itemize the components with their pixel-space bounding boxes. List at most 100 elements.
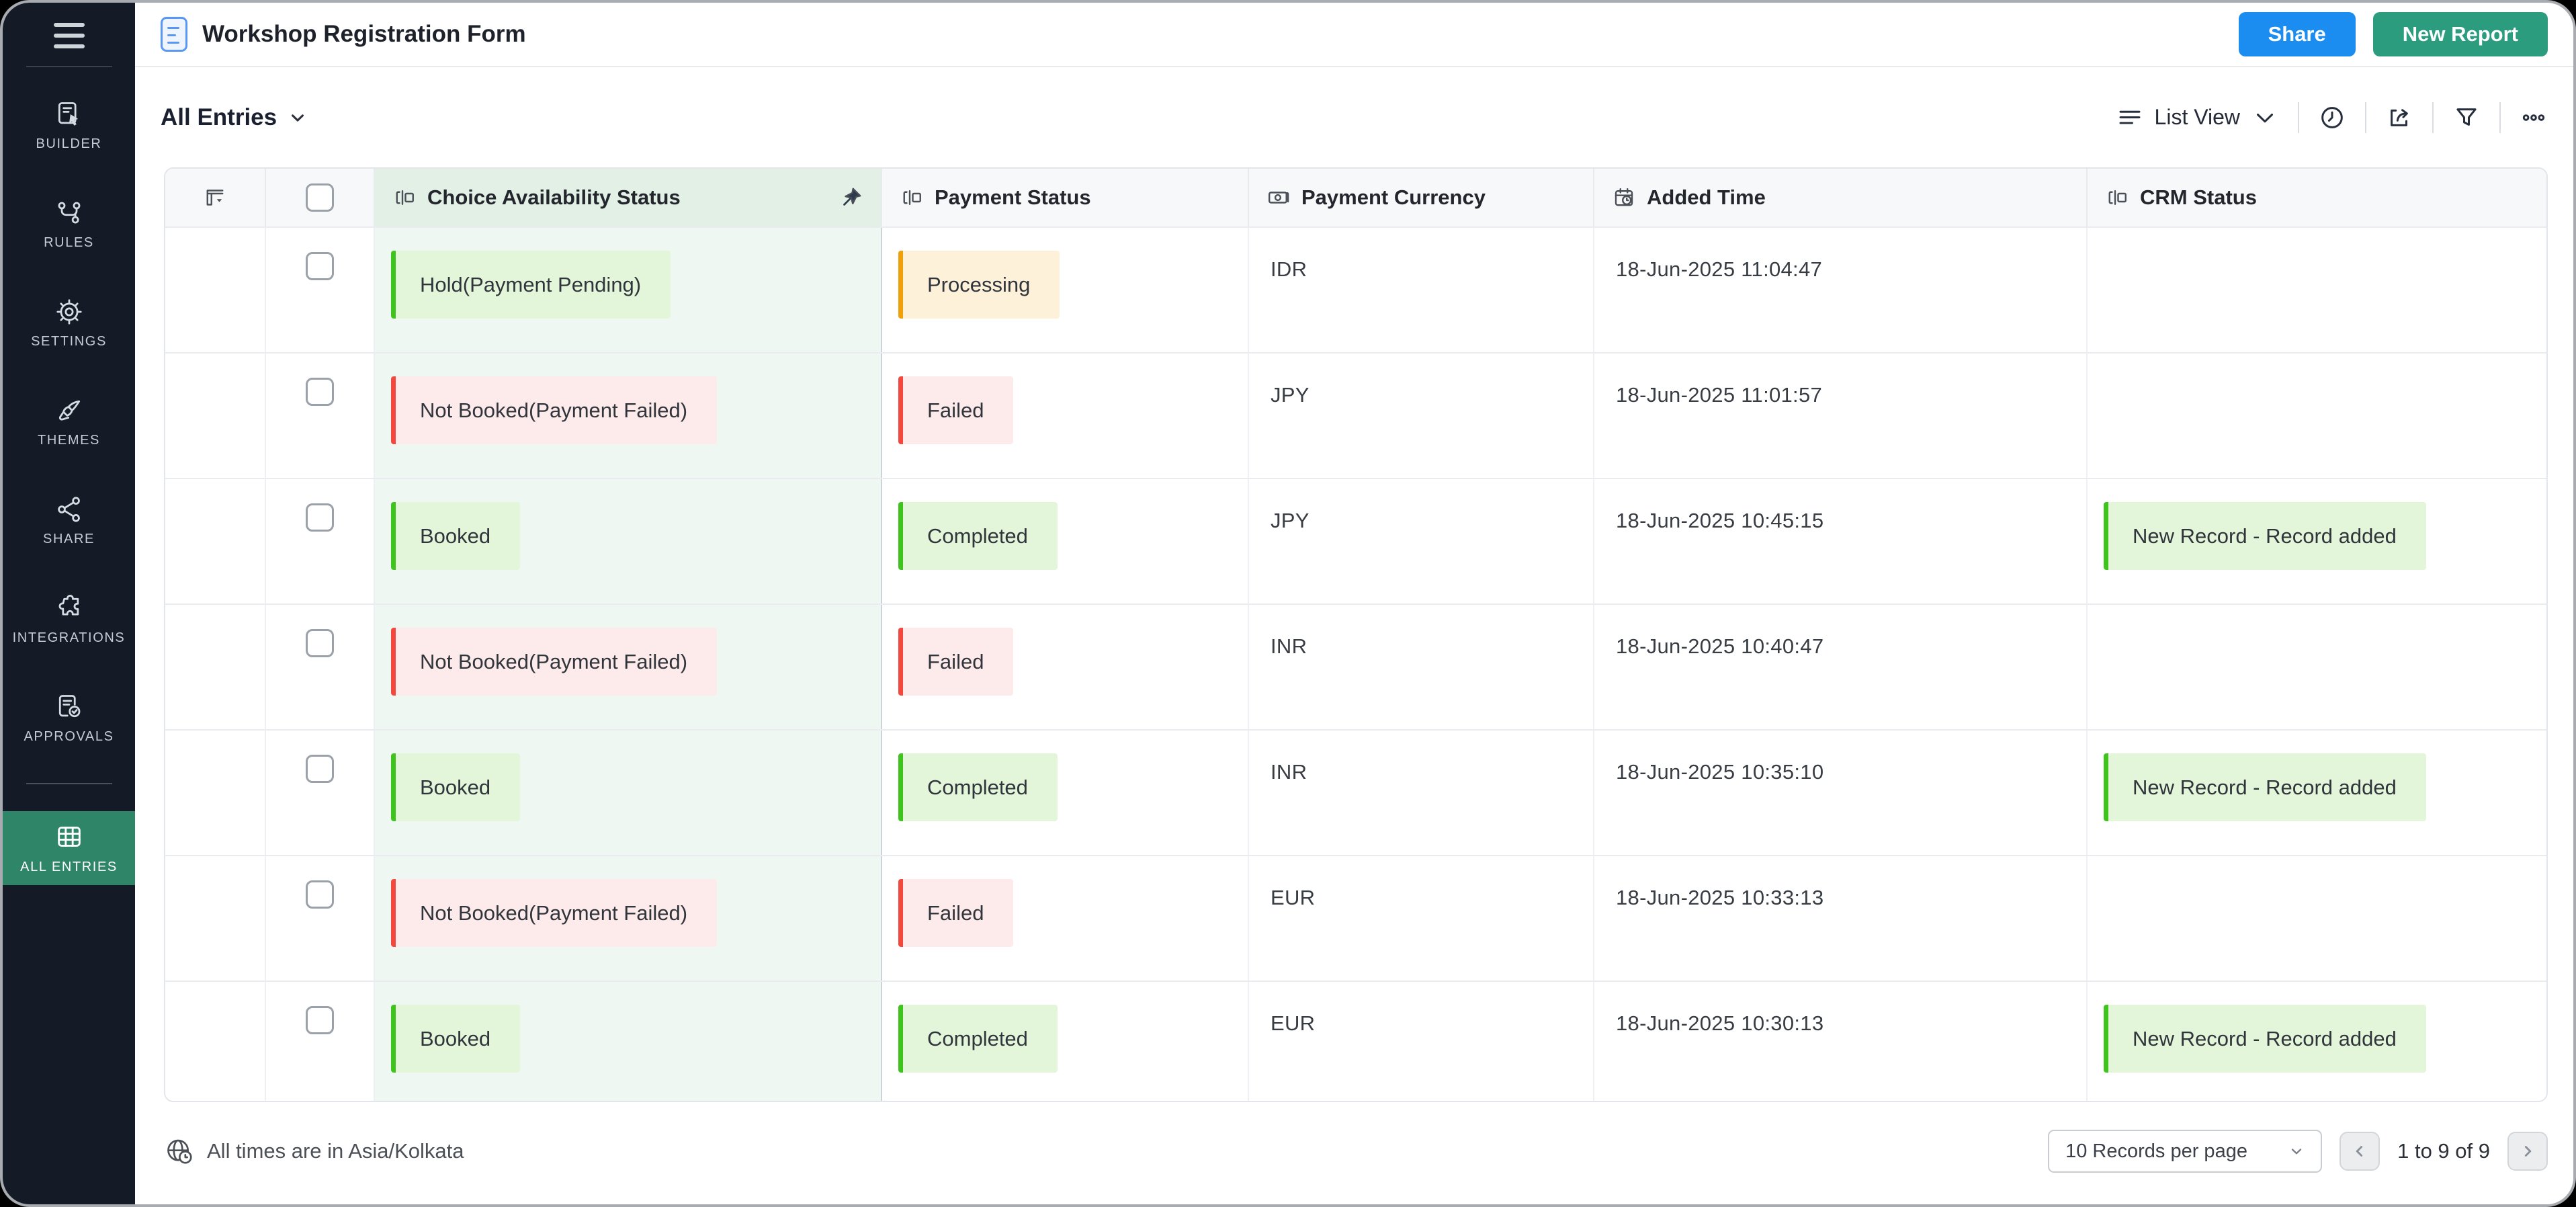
select-all-header[interactable] [266,169,375,226]
payment-status-cell: Completed [882,982,1249,1101]
expand-records-header[interactable] [165,169,266,226]
table-row[interactable]: Booked Completed EUR 18-Jun-2025 10:30:13 Ne… [165,981,2546,1101]
status-badge: Completed [898,1005,1058,1073]
hamburger-menu-icon[interactable] [53,23,85,48]
row-checkbox[interactable] [306,880,334,909]
status-badge: Booked [391,753,521,821]
filter-icon[interactable] [2452,103,2481,132]
added-time-value: 18-Jun-2025 11:04:47 [1616,257,1823,281]
row-checkbox[interactable] [306,252,334,280]
chevron-down-icon [292,114,304,122]
viewbar: All Entries List View [135,67,2573,167]
payment-currency-cell: EUR [1249,982,1594,1101]
status-badge: Failed [898,628,1014,696]
crm-status-cell [2088,228,2546,352]
column-header-label: Payment Currency [1301,185,1486,209]
payment-currency-cell: INR [1249,731,1594,855]
checkbox-cell [266,605,375,729]
payment-currency-cell: INR [1249,605,1594,729]
payment-currency-value: EUR [1271,1011,1316,1035]
view-tools: List View [2116,101,2548,133]
datetime-field-icon [1615,188,1633,206]
table-row[interactable]: Booked Completed INR 18-Jun-2025 10:35:10 Ne… [165,729,2546,855]
row-checkbox[interactable] [306,755,334,783]
sidebar-item-label: SHARE [43,532,95,546]
next-page-button[interactable] [2507,1132,2548,1171]
entries-table: Choice Availability Status Payment Statu… [164,167,2548,1102]
column-header-payment-status[interactable]: Payment Status [882,169,1249,226]
sidebar-item-rules[interactable]: RULES [3,198,135,251]
table-row[interactable]: Not Booked(Payment Failed) Failed JPY 18-Ju… [165,352,2546,478]
chevron-left-icon [2356,1146,2363,1157]
sidebar-item-builder[interactable]: BUILDER [3,99,135,152]
table-row[interactable]: Not Booked(Payment Failed) Failed EUR 18-Ju… [165,855,2546,981]
added-time-cell: 18-Jun-2025 11:01:57 [1594,353,2088,478]
builder-icon [58,102,78,126]
checkbox-cell [266,479,375,604]
select-all-checkbox[interactable] [306,183,334,212]
sidebar-item-all-entries[interactable]: ALL ENTRIES [3,811,135,885]
topbar: Workshop Registration Form Share New Rep… [135,3,2573,67]
more-options-icon[interactable] [2520,103,2548,132]
entries-dropdown[interactable]: All Entries [161,104,308,131]
sidebar-item-share[interactable]: SHARE [3,495,135,547]
sidebar-item-settings[interactable]: SETTINGS [3,297,135,349]
share-button[interactable]: Share [2238,12,2356,56]
column-header-crm-status[interactable]: CRM Status [2088,169,2546,226]
row-checkbox[interactable] [306,503,334,532]
status-badge: Not Booked(Payment Failed) [391,879,718,947]
sidebar-item-label: SETTINGS [31,334,107,349]
pin-icon[interactable] [839,185,863,210]
column-header-choice-availability-status[interactable]: Choice Availability Status [375,169,882,226]
expand-cell [165,982,266,1101]
row-checkbox[interactable] [306,1006,334,1034]
sidebar-nav: BUILDER RULES SETTINGS THEMES SHARE INTE… [3,99,135,791]
integrations-puzzle-icon [58,595,79,616]
view-mode-dropdown[interactable]: List View [2116,103,2279,132]
added-time-value: 18-Jun-2025 11:01:57 [1616,383,1823,407]
choice-availability-cell: Not Booked(Payment Failed) [375,856,882,981]
expand-cell [165,228,266,352]
expand-records-icon [206,190,224,206]
sidebar-item-themes[interactable]: THEMES [3,396,135,448]
sidebar-item-label: ALL ENTRIES [20,860,118,874]
sidebar-divider [26,783,112,784]
row-checkbox[interactable] [306,629,334,657]
column-header-added-time[interactable]: Added Time [1594,169,2088,226]
status-badge: Completed [898,753,1058,821]
table-row[interactable]: Booked Completed JPY 18-Jun-2025 10:45:15 Ne… [165,478,2546,604]
timezone-note: All times are in Asia/Kolkata [164,1136,464,1167]
crm-status-cell: New Record - Record added [2088,731,2546,855]
toolbar-separator [2499,101,2501,133]
payment-currency-cell: IDR [1249,228,1594,352]
timezone-note-label: All times are in Asia/Kolkata [207,1139,464,1163]
payment-status-cell: Processing [882,228,1249,352]
toolbar-separator [2432,101,2434,133]
sidebar-item-approvals[interactable]: APPROVALS [3,692,135,745]
records-per-page-select[interactable]: 10 Records per page [2048,1130,2323,1173]
checkbox-cell [266,856,375,981]
history-clock-icon[interactable] [2318,103,2346,132]
sidebar-item-label: APPROVALS [24,729,114,744]
table-row[interactable]: Hold(Payment Pending) Processing IDR 18-Jun… [165,226,2546,352]
expand-cell [165,731,266,855]
new-report-button[interactable]: New Report [2372,12,2548,56]
records-per-page-label: 10 Records per page [2065,1140,2247,1162]
column-header-payment-currency[interactable]: Payment Currency [1249,169,1594,226]
list-view-icon [2119,110,2141,124]
added-time-cell: 18-Jun-2025 10:40:47 [1594,605,2088,729]
column-header-label: Payment Status [935,185,1091,209]
export-icon[interactable] [2385,103,2413,132]
added-time-cell: 18-Jun-2025 10:30:13 [1594,982,2088,1101]
globe-clock-icon [167,1139,192,1164]
chevron-down-icon [2257,113,2273,122]
table-header-row: Choice Availability Status Payment Statu… [165,169,2546,226]
crm-status-cell: New Record - Record added [2088,982,2546,1101]
payment-currency-value: IDR [1271,257,1307,281]
prev-page-button[interactable] [2339,1132,2380,1171]
column-header-label: Choice Availability Status [427,185,681,209]
row-checkbox[interactable] [306,378,334,406]
sidebar-item-integrations[interactable]: INTEGRATIONS [3,593,135,646]
table-row[interactable]: Not Booked(Payment Failed) Failed INR 18-Ju… [165,604,2546,729]
chevron-right-icon [2524,1146,2532,1157]
